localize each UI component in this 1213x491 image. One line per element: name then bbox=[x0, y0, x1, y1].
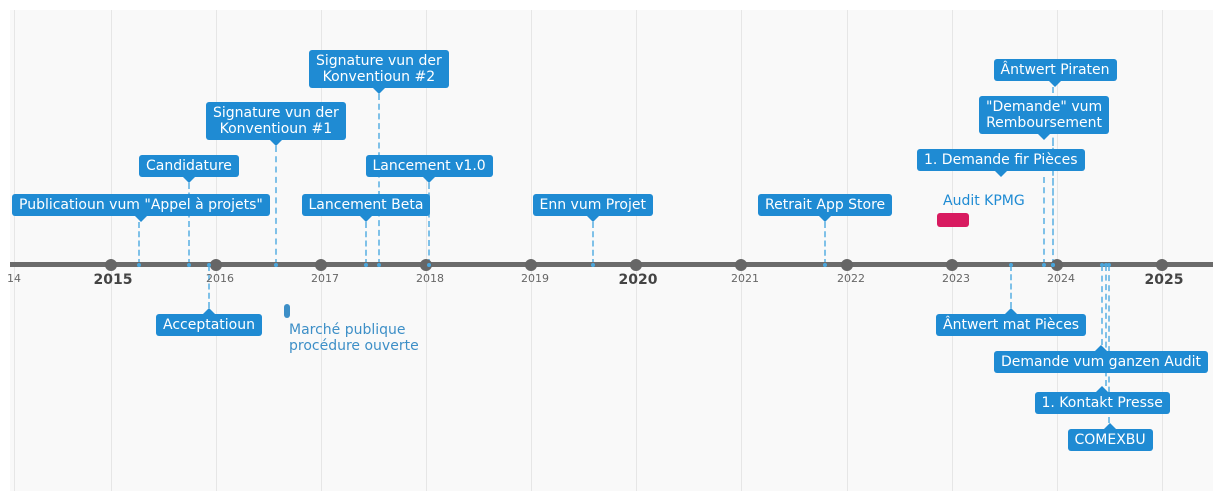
event-connector bbox=[824, 222, 826, 265]
event-label[interactable]: Ântwert Piraten bbox=[993, 59, 1117, 87]
event-dot bbox=[1100, 262, 1104, 267]
event-dot bbox=[823, 262, 827, 267]
year-label: 2019 bbox=[521, 272, 549, 285]
event-dot bbox=[1104, 262, 1108, 267]
gridline bbox=[14, 10, 15, 491]
year-label: 14 bbox=[7, 272, 21, 285]
year-tick-dot bbox=[1156, 258, 1168, 271]
gridline bbox=[426, 10, 427, 491]
gridline bbox=[636, 10, 637, 491]
year-label: 2025 bbox=[1144, 272, 1184, 288]
event-label[interactable]: 1. Demande fir Pièces bbox=[917, 149, 1085, 177]
event-connector bbox=[428, 183, 430, 265]
year-tick-dot bbox=[841, 258, 853, 271]
year-tick-dot bbox=[315, 258, 327, 271]
gridline bbox=[741, 10, 742, 491]
gridline bbox=[952, 10, 953, 491]
event-label[interactable]: Retrait App Store bbox=[758, 194, 893, 222]
gridline bbox=[111, 10, 112, 491]
event-label[interactable]: Lancement Beta bbox=[301, 194, 431, 222]
year-tick-dot bbox=[946, 258, 958, 271]
period-bar[interactable] bbox=[284, 304, 290, 318]
year-tick-dot bbox=[1051, 258, 1063, 271]
event-dot bbox=[1042, 262, 1046, 267]
event-label[interactable]: Publicatioun vum "Appel à projets" bbox=[12, 194, 270, 222]
gridline bbox=[1162, 10, 1163, 491]
event-dot bbox=[1051, 262, 1055, 267]
year-tick-dot bbox=[525, 258, 537, 271]
year-label: 2018 bbox=[416, 272, 444, 285]
timeline-axis bbox=[10, 262, 1213, 267]
event-connector bbox=[1105, 264, 1107, 386]
event-connector bbox=[365, 222, 367, 265]
event-label[interactable]: Signature vun der Konventioun #1 bbox=[206, 102, 346, 146]
event-label[interactable]: Enn vum Projet bbox=[532, 194, 653, 222]
year-label: 2015 bbox=[93, 272, 133, 288]
event-connector bbox=[378, 94, 380, 265]
event-connector bbox=[208, 264, 210, 308]
event-dot bbox=[427, 262, 431, 267]
event-dot bbox=[364, 262, 368, 267]
year-label: 2022 bbox=[837, 272, 865, 285]
event-label[interactable]: Lancement v1.0 bbox=[365, 155, 493, 183]
event-connector bbox=[188, 183, 190, 265]
event-dot bbox=[137, 262, 141, 267]
event-dot bbox=[1107, 262, 1111, 267]
gridline bbox=[321, 10, 322, 491]
year-label: 2017 bbox=[311, 272, 339, 285]
period-bar[interactable] bbox=[937, 213, 969, 227]
event-connector bbox=[138, 222, 140, 265]
year-label: 2020 bbox=[618, 272, 658, 288]
event-label[interactable]: "Demande" vum Remboursement bbox=[979, 96, 1110, 140]
period-label: Audit KPMG bbox=[943, 193, 1025, 209]
event-connector bbox=[1101, 264, 1103, 345]
year-tick-dot bbox=[210, 258, 222, 271]
event-connector bbox=[592, 222, 594, 265]
period-label: Marché publique procédure ouverte bbox=[289, 322, 419, 354]
gridline bbox=[216, 10, 217, 491]
event-dot bbox=[187, 262, 191, 267]
year-tick-dot bbox=[735, 258, 747, 271]
event-label[interactable]: Demande vum ganzen Audit bbox=[994, 345, 1209, 373]
year-label: 2024 bbox=[1047, 272, 1075, 285]
gridline bbox=[531, 10, 532, 491]
event-dot bbox=[377, 262, 381, 267]
year-label: 2021 bbox=[731, 272, 759, 285]
year-tick-dot bbox=[420, 258, 432, 271]
event-connector bbox=[275, 146, 277, 265]
event-dot bbox=[591, 262, 595, 267]
event-label[interactable]: Ântwert mat Pièces bbox=[936, 308, 1087, 336]
event-label[interactable]: COMEXBU bbox=[1067, 423, 1153, 451]
event-label[interactable]: Signature vun der Konventioun #2 bbox=[309, 50, 449, 94]
year-label: 2016 bbox=[206, 272, 234, 285]
year-tick-dot bbox=[105, 258, 117, 271]
year-label: 2023 bbox=[942, 272, 970, 285]
event-dot bbox=[207, 262, 211, 267]
event-dot bbox=[1009, 262, 1013, 267]
timeline-background bbox=[10, 10, 1213, 491]
gridline bbox=[1057, 10, 1058, 491]
event-connector bbox=[1010, 264, 1012, 308]
event-label[interactable]: Candidature bbox=[139, 155, 239, 183]
gridline bbox=[847, 10, 848, 491]
event-connector bbox=[1052, 87, 1054, 265]
event-dot bbox=[274, 262, 278, 267]
event-label[interactable]: 1. Kontakt Presse bbox=[1034, 386, 1170, 414]
event-connector bbox=[1108, 264, 1110, 423]
year-tick-dot bbox=[630, 258, 642, 271]
event-connector bbox=[1043, 177, 1045, 265]
event-label[interactable]: Acceptatioun bbox=[156, 308, 262, 336]
